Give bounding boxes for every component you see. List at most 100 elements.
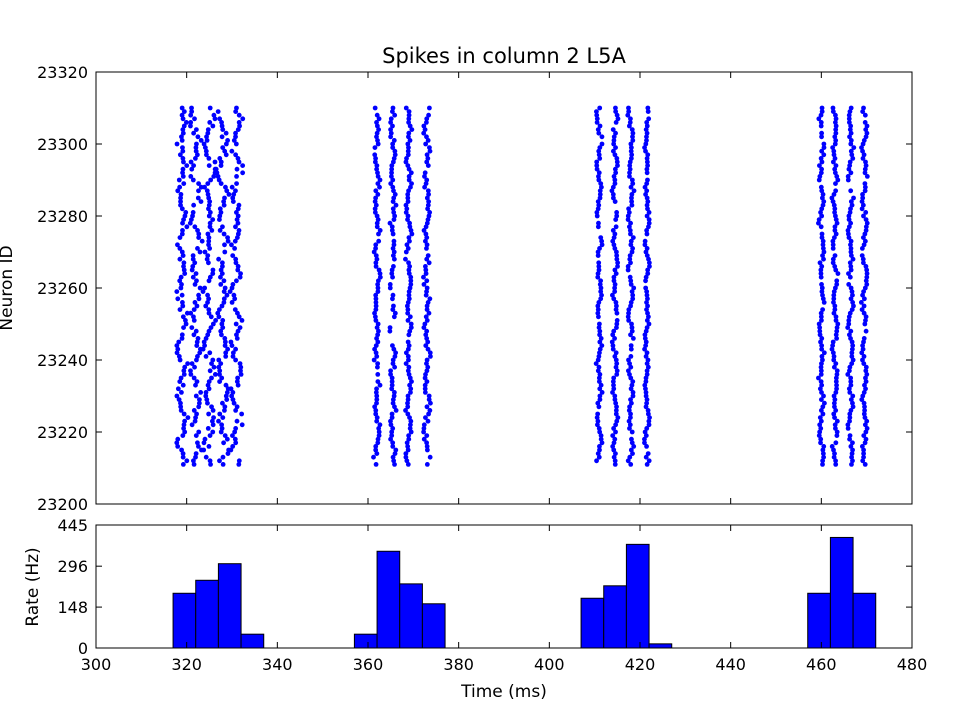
spike-point	[390, 123, 395, 129]
spike-point	[846, 112, 852, 118]
spike-point	[180, 130, 186, 136]
spike-point	[375, 174, 381, 179]
spike-point	[203, 454, 209, 460]
spike-point	[406, 109, 412, 114]
spike-point	[613, 422, 619, 428]
spike-point	[645, 303, 650, 309]
spike-point	[235, 382, 241, 388]
spike-point	[644, 231, 650, 237]
spike-point	[235, 220, 241, 226]
spike-point	[421, 123, 427, 129]
spike-point	[612, 285, 618, 291]
spike-point	[408, 418, 414, 424]
spike-point	[407, 426, 413, 431]
spike-point	[206, 235, 212, 241]
spike-point	[846, 217, 852, 223]
spike-point	[195, 354, 200, 359]
spike-point	[615, 415, 621, 420]
spike-point	[222, 148, 228, 154]
spike-point	[202, 184, 207, 190]
spike-point	[390, 246, 396, 251]
spike-point	[614, 256, 620, 262]
spike-point	[863, 364, 869, 370]
spike-point	[176, 177, 182, 183]
spike-point	[237, 123, 242, 129]
spike-point	[178, 195, 183, 201]
spike-point	[646, 220, 652, 226]
spike-point	[644, 246, 650, 251]
spike-point	[407, 375, 413, 381]
spike-point	[834, 418, 840, 424]
spike-point	[833, 112, 838, 118]
spike-point	[597, 195, 603, 201]
spike-point	[371, 357, 377, 363]
spike-point	[626, 418, 632, 424]
spike-point	[830, 238, 836, 244]
spike-point	[375, 192, 381, 197]
spike-point	[834, 328, 840, 334]
spike-point	[390, 357, 396, 363]
spike-point	[223, 393, 229, 399]
spike-point	[819, 343, 825, 348]
spike-point	[425, 217, 431, 223]
spike-point	[372, 404, 378, 410]
spike-point	[373, 264, 379, 269]
spike-point	[847, 390, 853, 395]
spike-point	[224, 188, 230, 194]
spike-point	[181, 260, 187, 266]
spike-point	[613, 429, 618, 435]
spike-point	[190, 253, 196, 258]
spike-point	[424, 404, 430, 410]
spike-point	[643, 386, 648, 392]
spike-point	[220, 264, 225, 269]
spike-point	[611, 141, 617, 147]
spike-point	[820, 404, 826, 410]
spike-point	[374, 354, 380, 359]
spike-point	[427, 296, 433, 302]
spike-point	[217, 213, 223, 219]
spike-point	[377, 228, 383, 233]
spike-point	[406, 292, 412, 298]
spike-point	[393, 447, 399, 453]
spike-point	[404, 206, 410, 212]
spike-point	[830, 145, 836, 151]
spike-point	[196, 231, 202, 237]
spike-point	[233, 130, 238, 136]
spike-point	[377, 184, 382, 190]
spike-point	[216, 177, 222, 183]
spike-point	[387, 220, 393, 226]
spike-point	[376, 238, 382, 244]
spike-point	[426, 393, 432, 399]
spike-point	[219, 422, 225, 428]
spike-point	[405, 217, 410, 223]
spike-point	[393, 202, 399, 208]
spike-point	[847, 433, 853, 438]
spike-point	[848, 296, 854, 302]
spike-point	[408, 321, 414, 327]
spike-point	[645, 451, 651, 456]
spike-point	[858, 300, 864, 305]
spike-point	[643, 328, 649, 334]
spike-point	[388, 120, 394, 125]
spike-point	[405, 397, 411, 402]
spike-point	[374, 400, 379, 406]
spike-point	[373, 307, 379, 312]
spike-point	[408, 325, 414, 330]
spike-point	[612, 282, 618, 287]
spike-point	[191, 314, 196, 320]
spike-point	[614, 210, 620, 215]
spike-point	[625, 267, 631, 273]
spike-point	[197, 350, 203, 356]
spike-point	[643, 192, 648, 197]
spike-point	[217, 379, 223, 384]
spike-point	[389, 415, 395, 420]
spike-point	[833, 408, 839, 413]
spike-point	[239, 422, 245, 428]
spike-point	[388, 372, 393, 377]
spike-point	[193, 415, 198, 420]
spike-point	[423, 141, 429, 147]
spike-point	[846, 120, 852, 125]
spike-point	[820, 242, 826, 248]
spike-point	[613, 109, 619, 114]
spike-point	[407, 415, 412, 420]
